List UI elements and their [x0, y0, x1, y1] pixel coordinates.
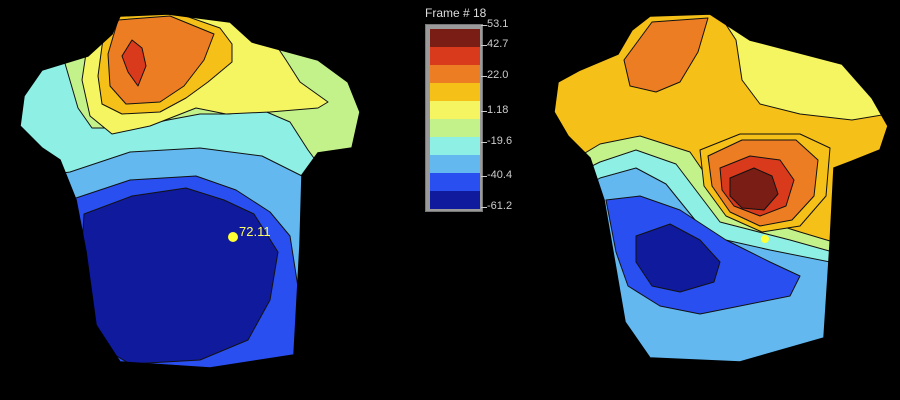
legend-tick-label: -19.6 — [487, 135, 513, 147]
legend-tick-label: 22.0 — [487, 69, 509, 81]
legend-tick-label: 53.1 — [487, 18, 509, 30]
marker-value-label: 72.11 — [239, 224, 271, 239]
legend-tick-mark — [481, 207, 487, 208]
legend-swatch — [430, 119, 480, 137]
legend-tick-mark — [481, 111, 487, 112]
legend-tick-mark — [481, 142, 487, 143]
legend-swatch — [430, 83, 480, 101]
frame-number-label: Frame # 18 — [425, 6, 487, 20]
legend-swatch — [430, 101, 480, 119]
legend-tick-mark — [481, 76, 487, 77]
legend-swatch — [430, 173, 480, 191]
contour-orange — [107, 15, 215, 105]
legend-tick-label: 42.7 — [487, 38, 509, 50]
legend-swatch — [430, 137, 480, 155]
legend-tick-label: 1.18 — [487, 104, 509, 116]
measurement-marker — [228, 232, 238, 242]
contour-orange — [623, 17, 709, 93]
legend-tick-mark — [481, 45, 487, 46]
measurement-marker — [761, 235, 769, 243]
legend-tick-mark — [481, 25, 487, 26]
legend-swatch — [430, 47, 480, 65]
legend-swatch — [430, 29, 480, 47]
legend-tick-label: -61.2 — [487, 200, 513, 212]
left-torso-map: 72.11 — [19, 13, 361, 369]
legend-swatch — [430, 155, 480, 173]
contour-navy — [635, 223, 721, 293]
legend-swatch — [430, 65, 480, 83]
contour-navy — [79, 187, 279, 365]
legend-tick-mark — [481, 176, 487, 177]
legend-swatch — [430, 191, 480, 209]
legend-tick-label: -40.4 — [487, 169, 513, 181]
right-torso-map — [553, 13, 889, 363]
color-scale-legend — [425, 24, 483, 212]
contour-dark-red — [729, 167, 779, 211]
contour-red — [121, 39, 147, 87]
